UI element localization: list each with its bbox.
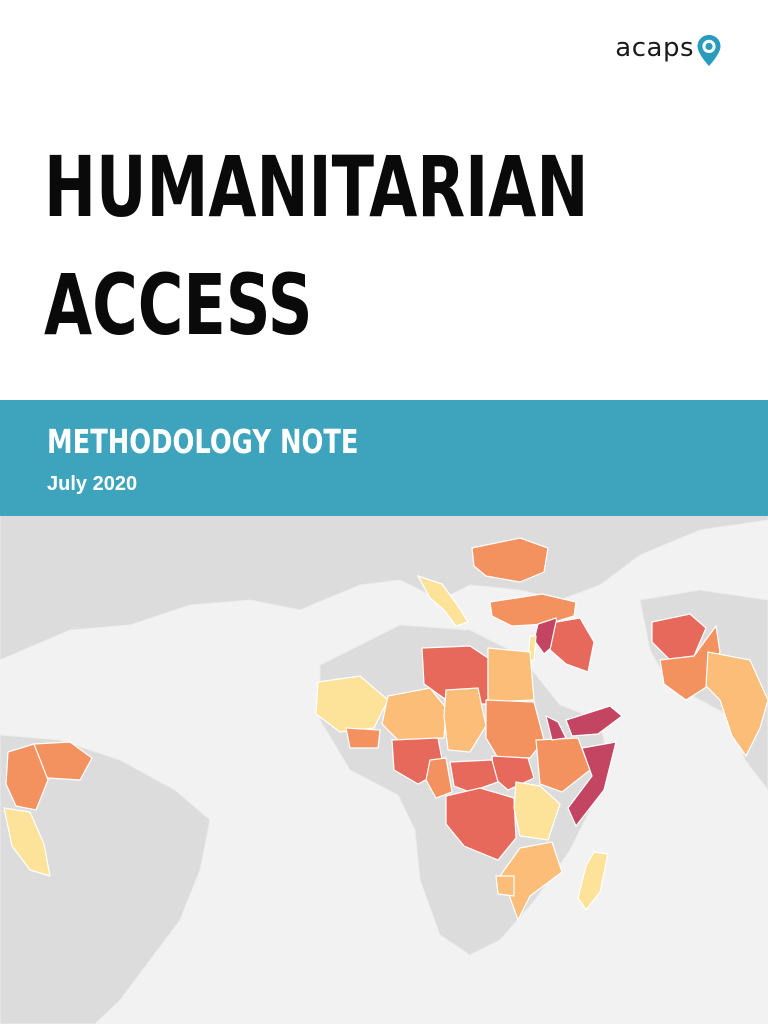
highlighted-countries xyxy=(3,537,768,922)
title-line-2: ACCESS xyxy=(44,256,313,354)
banner-date: July 2020 xyxy=(47,473,138,495)
banner-heading: METHODOLOGY NOTE xyxy=(47,422,359,461)
region-egypt xyxy=(487,647,535,703)
region-niger xyxy=(381,687,447,741)
region-ukraine xyxy=(471,537,549,583)
region-burkina xyxy=(345,727,381,749)
region-italy xyxy=(416,574,469,627)
logo-text: acaps xyxy=(615,33,694,63)
region-kenya-uganda xyxy=(513,781,561,841)
map-pin-icon xyxy=(697,35,721,66)
region-colombia xyxy=(5,743,49,811)
region-ethiopia xyxy=(535,737,591,793)
region-sudan xyxy=(485,699,545,759)
region-dr-congo xyxy=(445,787,517,861)
region-madagascar xyxy=(577,851,609,912)
region-india xyxy=(705,651,768,758)
region-eritrea xyxy=(545,714,567,741)
region-chad xyxy=(443,687,487,753)
title-banner: METHODOLOGY NOTE July 2020 xyxy=(0,400,768,516)
region-mali xyxy=(315,675,389,733)
region-somalia xyxy=(567,741,617,828)
region-ecuador-peru xyxy=(3,807,51,877)
acaps-logo: acaps xyxy=(615,26,722,70)
region-car xyxy=(449,759,499,793)
title-line-1: HUMANITARIAN xyxy=(44,138,589,236)
region-cameroon xyxy=(425,757,453,799)
region-iraq xyxy=(549,617,595,673)
region-zimbabwe xyxy=(495,875,515,897)
page-title: HUMANITARIAN ACCESS xyxy=(44,128,588,364)
region-yemen xyxy=(565,705,623,737)
